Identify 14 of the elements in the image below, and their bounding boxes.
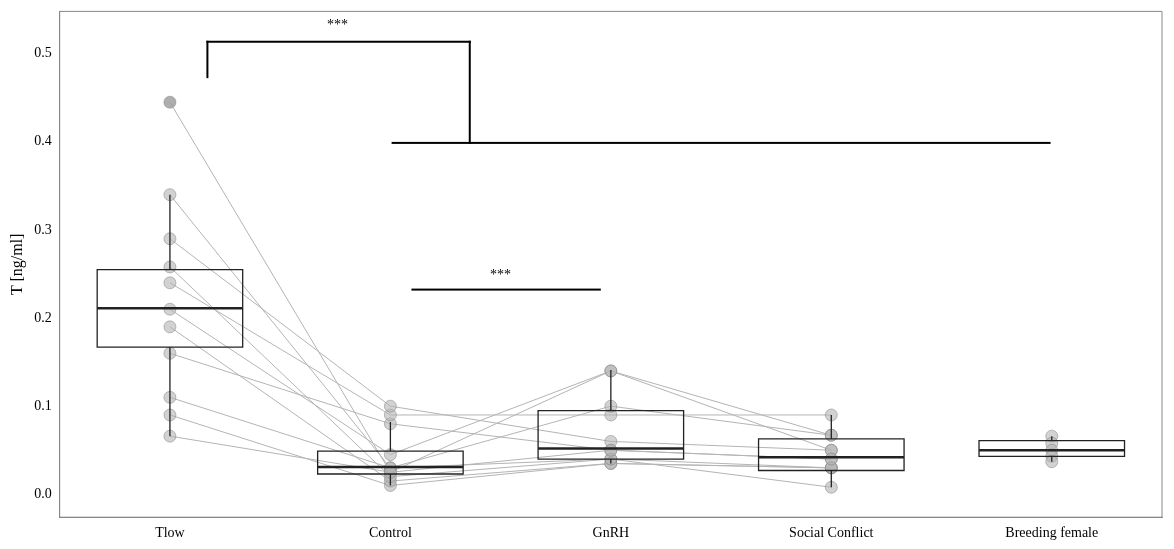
y-tick-label: 0.1 bbox=[34, 397, 52, 413]
y-tick-label: 0.0 bbox=[34, 485, 52, 501]
x-tick-label: GnRH bbox=[592, 525, 630, 541]
y-tick-label: 0.3 bbox=[34, 221, 52, 237]
y-tick-label: 0.2 bbox=[34, 309, 52, 325]
x-tick-label: Breeding female bbox=[1005, 525, 1099, 541]
y-tick-label: 0.5 bbox=[34, 45, 52, 61]
x-tick-label: Social Conflict bbox=[789, 525, 874, 541]
y-tick-label: 0.4 bbox=[34, 133, 52, 149]
x-tick-label: Tlow bbox=[155, 525, 186, 541]
x-tick-label: Control bbox=[369, 525, 412, 541]
annotation: *** bbox=[326, 17, 348, 33]
y-axis-title: T [ng/ml] bbox=[7, 233, 26, 296]
annotation: *** bbox=[490, 267, 512, 283]
